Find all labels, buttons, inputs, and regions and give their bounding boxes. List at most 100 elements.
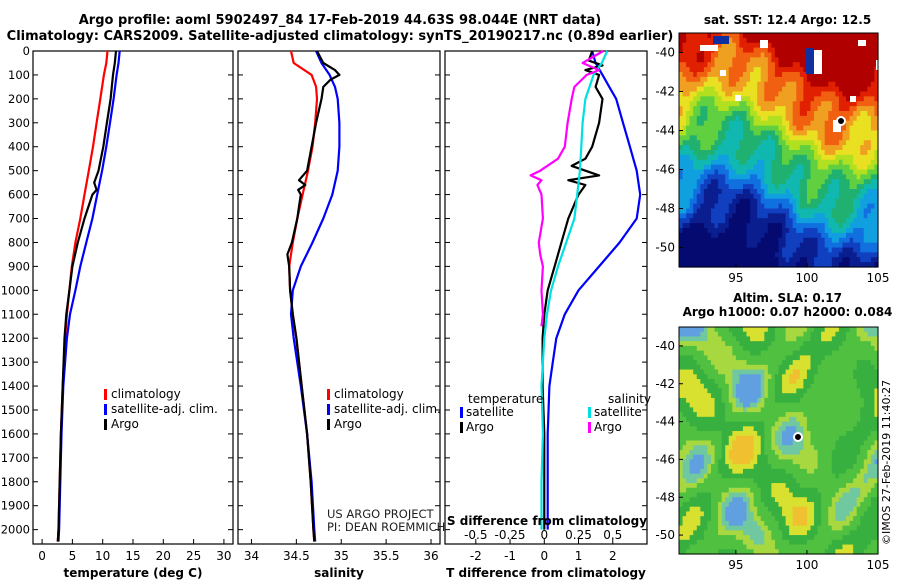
- heatmap-cell: [689, 37, 694, 44]
- heatmap-cell: [803, 345, 808, 352]
- heatmap-cell: [810, 445, 815, 451]
- heatmap-cell: [760, 223, 765, 229]
- heatmap-cell: [696, 252, 701, 258]
- heatmap-cell: [853, 431, 858, 437]
- heatmap-cell: [700, 52, 705, 58]
- heatmap-cell: [735, 478, 741, 484]
- heatmap-cell: [792, 449, 797, 456]
- heatmap-cell: [746, 459, 751, 465]
- heatmap-cell: [785, 232, 790, 239]
- heatmap-cell: [710, 62, 716, 68]
- heatmap-cell: [789, 341, 794, 347]
- heatmap-cell: [842, 355, 847, 361]
- heatmap-cell: [679, 169, 684, 175]
- heatmap-cell: [767, 397, 772, 404]
- heatmap-cell: [739, 257, 744, 263]
- heatmap-cell: [874, 393, 879, 399]
- heatmap-cell: [721, 360, 726, 366]
- heatmap-cell: [707, 416, 712, 423]
- heatmap-cell: [867, 72, 872, 78]
- heatmap-cell: [742, 159, 748, 166]
- heatmap-cell: [810, 468, 815, 475]
- heatmap-cell: [789, 350, 794, 356]
- heatmap-cell: [696, 242, 701, 249]
- heatmap-cell: [739, 473, 744, 479]
- heatmap-cell: [703, 96, 709, 102]
- heatmap-cell: [714, 150, 719, 156]
- heatmap-cell: [746, 179, 751, 185]
- heatmap-cell: [849, 125, 854, 132]
- heatmap-cell: [863, 252, 868, 258]
- heatmap-cell: [814, 383, 819, 390]
- heatmap-cell: [789, 86, 794, 93]
- heatmap-cell: [742, 331, 748, 338]
- x-tick-label: 0: [540, 549, 548, 563]
- heatmap-cell: [785, 262, 790, 268]
- heatmap-cell: [689, 115, 694, 122]
- heatmap-cell: [742, 76, 748, 83]
- heatmap-cell: [774, 218, 780, 224]
- heatmap-cell: [831, 164, 836, 171]
- map-x-tick-label: 105: [867, 271, 890, 285]
- heatmap-cell: [771, 228, 776, 234]
- heatmap-cell: [806, 111, 812, 117]
- heatmap-cell: [739, 164, 744, 171]
- heatmap-cell: [721, 416, 726, 423]
- heatmap-cell: [739, 140, 744, 146]
- heatmap-cell: [821, 468, 826, 475]
- heatmap-cell: [835, 135, 840, 141]
- heatmap-cell: [750, 72, 755, 78]
- heatmap-cell: [821, 67, 826, 73]
- map-land-mask: [713, 36, 729, 44]
- heatmap-cell: [725, 426, 730, 432]
- map-land-mask: [858, 40, 866, 46]
- heatmap-cell: [778, 159, 783, 166]
- heatmap-cell: [824, 388, 829, 394]
- heatmap-cell: [863, 492, 868, 498]
- heatmap-cell: [806, 33, 812, 39]
- heatmap-cell: [693, 76, 698, 83]
- heatmap-cell: [767, 355, 772, 361]
- heatmap-cell: [714, 379, 719, 385]
- heatmap-cell: [735, 184, 741, 190]
- heatmap-cell: [764, 379, 769, 385]
- heatmap-cell: [710, 402, 716, 408]
- heatmap-cell: [746, 208, 751, 214]
- heatmap-cell: [856, 159, 861, 166]
- heatmap-cell: [806, 364, 812, 371]
- heatmap-cell: [824, 164, 829, 171]
- heatmap-cell: [679, 237, 684, 244]
- heatmap-cell: [789, 416, 794, 423]
- heatmap-cell: [792, 218, 797, 224]
- heatmap-cell: [796, 388, 801, 394]
- heatmap-cell: [771, 145, 776, 151]
- heatmap-cell: [799, 393, 804, 399]
- heatmap-cell: [874, 478, 879, 484]
- heatmap-cell: [679, 198, 684, 205]
- heatmap-cell: [860, 369, 865, 375]
- heatmap-cell: [860, 402, 865, 408]
- heatmap-cell: [771, 431, 776, 437]
- heatmap-cell: [696, 426, 701, 432]
- heatmap-cell: [817, 478, 822, 484]
- heatmap-cell: [689, 208, 694, 214]
- heatmap-cell: [764, 431, 769, 437]
- heatmap-cell: [732, 454, 737, 461]
- heatmap-cell: [714, 487, 719, 494]
- heatmap-cell: [693, 478, 698, 484]
- heatmap-cell: [750, 388, 755, 394]
- heatmap-cell: [803, 435, 808, 442]
- heatmap-cell: [757, 426, 762, 432]
- heatmap-cell: [842, 492, 847, 498]
- heatmap-cell: [874, 464, 879, 470]
- heatmap-cell: [771, 62, 776, 68]
- heatmap-cell: [810, 393, 815, 399]
- heatmap-cell: [710, 449, 716, 456]
- heatmap-cell: [679, 454, 684, 461]
- heatmap-cell: [696, 62, 701, 68]
- heatmap-cell: [689, 218, 694, 224]
- heatmap-cell: [803, 198, 808, 205]
- heatmap-cell: [767, 445, 772, 451]
- heatmap-cell: [764, 232, 769, 239]
- heatmap-cell: [821, 435, 826, 442]
